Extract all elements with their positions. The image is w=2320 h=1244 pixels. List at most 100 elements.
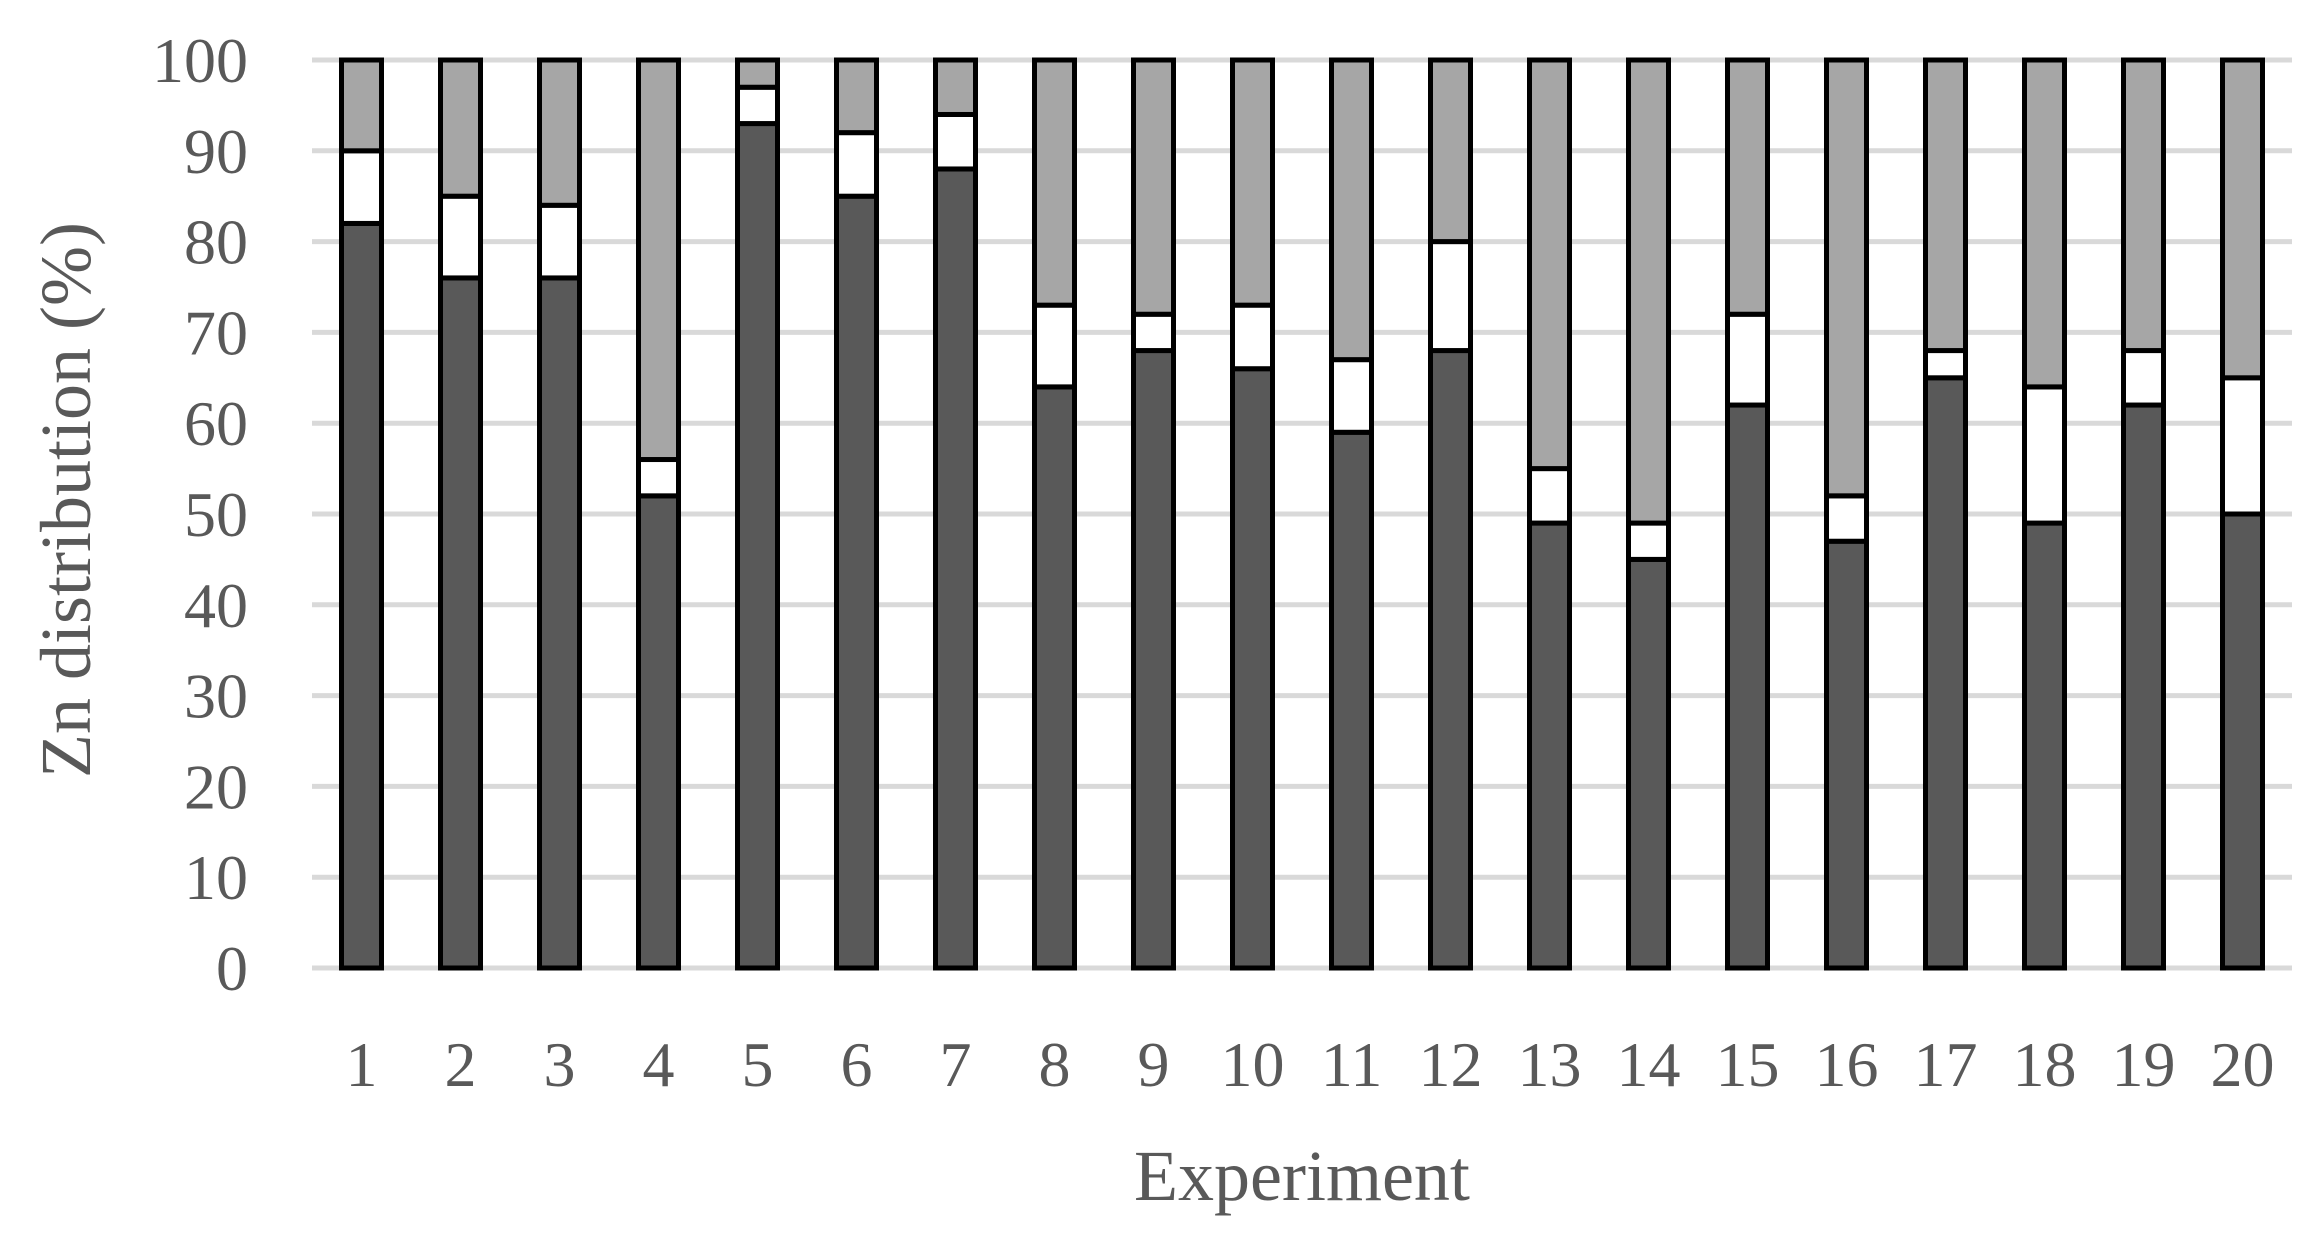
y-tick-label: 10	[184, 842, 248, 913]
bar-group	[1230, 57, 1275, 971]
bar-segment-1	[636, 493, 681, 971]
bar-segment-1	[438, 275, 483, 971]
bar-segment-2	[1131, 311, 1176, 354]
x-tick-label: 18	[2013, 1029, 2077, 1100]
bar-group	[2022, 57, 2067, 971]
bar-segment-3	[1527, 57, 1572, 472]
x-tick-label: 8	[1039, 1029, 1071, 1100]
y-axis-tick-labels: 0 10 20 30 40 50 60 70 80 90 100	[152, 25, 248, 1004]
bar-segment-1	[1824, 538, 1869, 971]
bar-segment-3	[1230, 57, 1275, 308]
bar-segment-1	[1428, 348, 1473, 971]
bar-group	[438, 57, 483, 971]
bar-group	[1131, 57, 1176, 971]
bar-segment-2	[1824, 493, 1869, 544]
x-axis-tick-labels: 1 2 3 4 5 6 7 8 9 10 11 12 13 14 15 16 17 18 19 20	[346, 1029, 2275, 1100]
bar-segment-1	[1032, 384, 1077, 971]
x-tick-label: 9	[1138, 1029, 1170, 1100]
x-tick-label: 20	[2211, 1029, 2275, 1100]
bar-group	[1428, 57, 1473, 971]
bar-segment-2	[1626, 520, 1671, 562]
bar-group	[339, 57, 384, 971]
bar-group	[1626, 57, 1671, 971]
bar-segment-3	[2220, 57, 2265, 381]
bar-segment-2	[2121, 348, 2166, 408]
bar-segment-1	[1131, 348, 1176, 971]
bar-segment-2	[933, 111, 978, 172]
bar-segment-1	[1923, 375, 1968, 971]
bar-segment-1	[2220, 511, 2265, 971]
bar-segment-2	[1923, 348, 1968, 381]
bar-segment-2	[1329, 357, 1374, 435]
y-tick-label: 70	[184, 297, 248, 368]
x-tick-label: 12	[1419, 1029, 1483, 1100]
bar-segment-1	[1329, 429, 1374, 971]
bar-segment-2	[1230, 302, 1275, 372]
bar-segment-3	[1626, 57, 1671, 526]
x-tick-label: 6	[841, 1029, 873, 1100]
bar-segment-1	[834, 193, 879, 971]
x-tick-label: 11	[1321, 1029, 1383, 1100]
bar-segment-2	[2220, 375, 2265, 517]
bar-group	[537, 57, 582, 971]
bar-segment-2	[834, 130, 879, 199]
bar-segment-1	[1626, 556, 1671, 971]
bar-segment-3	[2022, 57, 2067, 390]
x-tick-label: 1	[346, 1029, 378, 1100]
bar-group	[735, 57, 780, 971]
bar-group	[1923, 57, 1968, 971]
y-tick-label: 40	[184, 570, 248, 641]
x-tick-label: 14	[1617, 1029, 1681, 1100]
bar-segment-3	[2121, 57, 2166, 354]
bar-segment-2	[735, 84, 780, 127]
y-tick-label: 90	[184, 116, 248, 187]
bar-segment-3	[735, 57, 780, 90]
x-tick-label: 2	[445, 1029, 477, 1100]
y-tick-label: 50	[184, 479, 248, 550]
bar-group	[1824, 57, 1869, 971]
bar-segment-1	[735, 121, 780, 971]
bar-segment-1	[933, 166, 978, 971]
y-tick-label: 60	[184, 388, 248, 459]
x-tick-label: 17	[1914, 1029, 1978, 1100]
bar-segment-3	[1725, 57, 1770, 317]
bar-group	[2220, 57, 2265, 971]
bar-segment-1	[1230, 366, 1275, 971]
bar-group	[636, 57, 681, 971]
x-tick-label: 19	[2112, 1029, 2176, 1100]
x-axis-title: Experiment	[1134, 1136, 1470, 1216]
bar-segment-3	[1923, 57, 1968, 354]
bar-segment-3	[339, 57, 384, 154]
y-tick-label: 20	[184, 751, 248, 822]
bar-segment-2	[636, 457, 681, 499]
x-tick-label: 10	[1221, 1029, 1285, 1100]
bar-segment-1	[1527, 520, 1572, 971]
y-tick-label: 100	[152, 25, 248, 96]
bar-group	[2121, 57, 2166, 971]
bar-segment-3	[834, 57, 879, 136]
bar-segment-3	[1131, 57, 1176, 317]
bar-group	[1329, 57, 1374, 971]
x-tick-label: 15	[1716, 1029, 1780, 1100]
bar-segment-3	[1428, 57, 1473, 245]
bar-segment-1	[339, 220, 384, 971]
x-tick-label: 7	[940, 1029, 972, 1100]
x-tick-label: 16	[1815, 1029, 1879, 1100]
bar-segment-1	[2022, 520, 2067, 971]
bar-segment-3	[537, 57, 582, 208]
bar-segment-1	[537, 275, 582, 971]
bar-segment-3	[1824, 57, 1869, 499]
bar-segment-2	[1527, 466, 1572, 526]
bar-segment-2	[339, 148, 384, 226]
bar-segment-2	[1032, 302, 1077, 390]
bar-group	[933, 57, 978, 971]
y-tick-label: 80	[184, 207, 248, 278]
y-tick-label: 0	[216, 933, 248, 1004]
bar-segment-1	[2121, 402, 2166, 971]
bar-segment-2	[2022, 384, 2067, 526]
bar-segment-1	[1725, 402, 1770, 971]
bar-group	[1725, 57, 1770, 971]
y-axis-title: Zn distribution (%)	[26, 222, 106, 778]
bar-segment-2	[438, 193, 483, 281]
bar-group	[1527, 57, 1572, 971]
